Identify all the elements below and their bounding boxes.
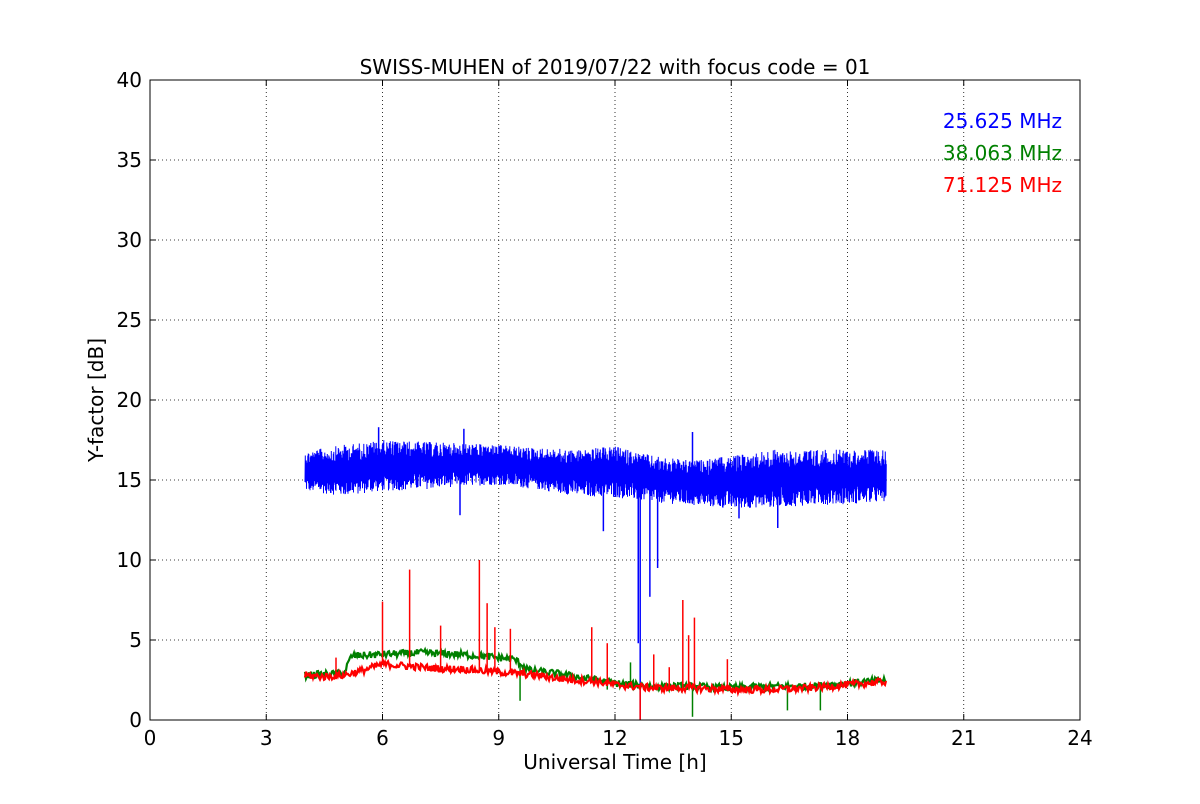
x-tick-labels: 0 3 6 9 12 15 18 21 24 bbox=[144, 726, 1093, 750]
x-axis-label: Universal Time [h] bbox=[523, 750, 706, 774]
y-tick-label: 15 bbox=[117, 468, 142, 492]
series-25-625 bbox=[304, 427, 887, 720]
y-axis-label: Y-factor [dB] bbox=[84, 338, 108, 463]
y-tick-label: 35 bbox=[117, 148, 142, 172]
legend-entry-25-625: 25.625 MHz bbox=[943, 109, 1062, 133]
series-group bbox=[303, 427, 888, 720]
y-tick-label: 10 bbox=[117, 548, 142, 572]
legend: 25.625 MHz 38.063 MHz 71.125 MHz bbox=[943, 109, 1062, 197]
y-tick-label: 40 bbox=[117, 68, 142, 92]
y-tick-label: 20 bbox=[117, 388, 142, 412]
x-tick-label: 3 bbox=[260, 726, 273, 750]
y-tick-label: 30 bbox=[117, 228, 142, 252]
x-tick-label: 12 bbox=[602, 726, 627, 750]
y-tick-label: 25 bbox=[117, 308, 142, 332]
series-71-125 bbox=[303, 560, 888, 720]
series-line bbox=[304, 440, 887, 508]
x-tick-label: 6 bbox=[376, 726, 389, 750]
x-tick-label: 24 bbox=[1067, 726, 1092, 750]
chart-title: SWISS-MUHEN of 2019/07/22 with focus cod… bbox=[360, 55, 871, 79]
series-line bbox=[303, 658, 888, 698]
y-tick-labels: 0 5 10 15 20 25 30 35 40 bbox=[117, 68, 142, 732]
legend-entry-71-125: 71.125 MHz bbox=[943, 173, 1062, 197]
axis-ticks bbox=[149, 79, 1081, 721]
y-tick-label: 5 bbox=[129, 628, 142, 652]
x-tick-label: 21 bbox=[951, 726, 976, 750]
x-tick-label: 0 bbox=[144, 726, 157, 750]
x-tick-label: 18 bbox=[835, 726, 860, 750]
y-tick-label: 0 bbox=[129, 708, 142, 732]
x-tick-label: 9 bbox=[492, 726, 505, 750]
legend-entry-38-063: 38.063 MHz bbox=[943, 141, 1062, 165]
x-tick-label: 15 bbox=[719, 726, 744, 750]
